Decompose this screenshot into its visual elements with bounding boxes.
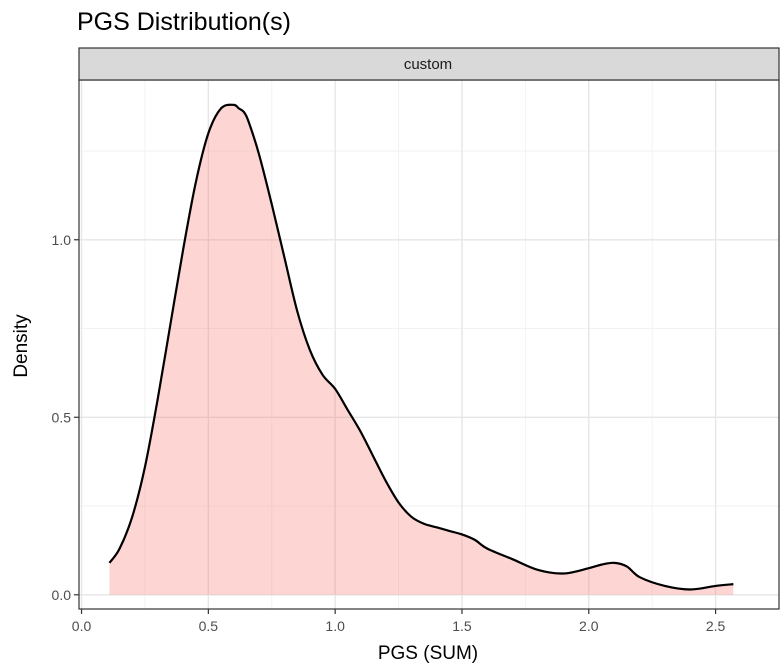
- y-axis: 0.0 0.5 1.0: [52, 232, 79, 603]
- facet-strip: [78, 47, 780, 81]
- x-tick-label: 1.0: [325, 618, 345, 634]
- x-tick-label: 2.0: [579, 618, 599, 634]
- density-line: [108, 103, 734, 591]
- facet-strip-label: custom: [404, 56, 452, 73]
- y-axis-title: Density: [11, 314, 32, 378]
- y-tick-label: 0.0: [52, 587, 72, 603]
- x-tick-label: 0.0: [72, 618, 92, 634]
- x-axis-title: PGS (SUM): [378, 643, 478, 664]
- y-tick-label: 1.0: [52, 232, 72, 248]
- y-tick-label: 0.5: [52, 409, 72, 425]
- major-gridlines: [79, 80, 779, 609]
- density-area: [109, 104, 734, 595]
- x-tick-label: 0.5: [199, 618, 219, 634]
- chart-title: PGS Distribution(s): [77, 8, 291, 36]
- panel-background: [79, 80, 779, 609]
- minor-gridlines: [79, 80, 779, 609]
- x-axis: 0.0 0.5 1.0 1.5 2.0 2.5: [72, 609, 726, 634]
- x-tick-label: 1.5: [452, 618, 472, 634]
- x-tick-label: 2.5: [706, 618, 726, 634]
